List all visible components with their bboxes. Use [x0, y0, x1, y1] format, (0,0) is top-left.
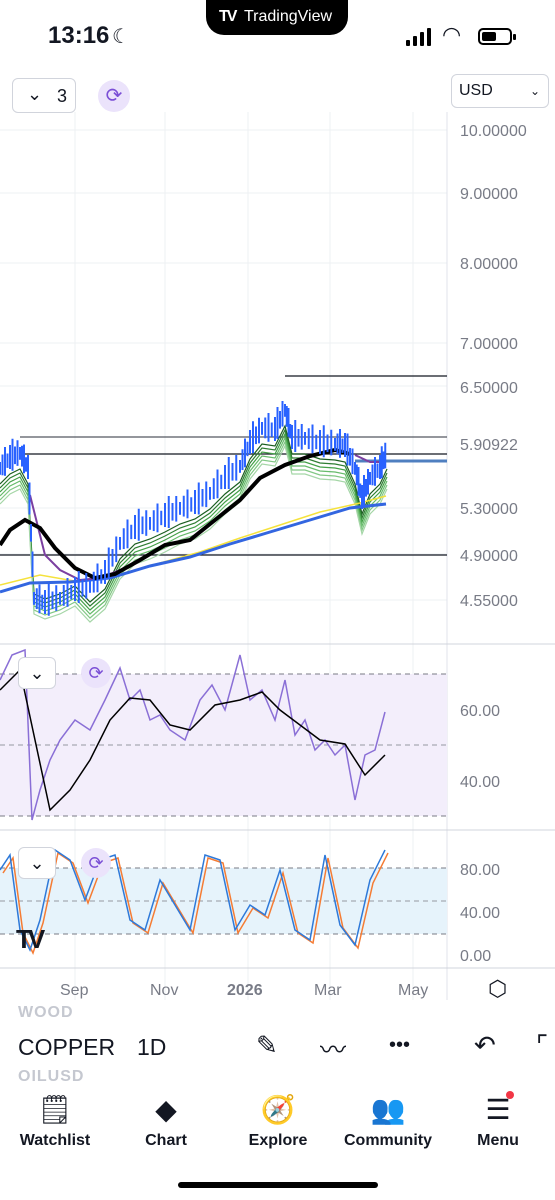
ema-ribbon-line	[0, 428, 388, 607]
sync-icon[interactable]: ⟳	[81, 848, 111, 878]
battery-icon	[478, 28, 516, 45]
price-scale: 10.00000 9.00000 8.00000 7.00000 6.50000 5.90…	[460, 123, 527, 610]
status-bar: 13:16 ☾ TV TradingView ◠	[0, 0, 555, 72]
stoch-k-line	[0, 848, 386, 952]
rsi-ma-line	[0, 668, 386, 812]
tab-community[interactable]: 👥 Community	[340, 1092, 436, 1150]
chart-area[interactable]: 10.00000 9.00000 8.00000 7.00000 6.50000 5.90…	[0, 112, 555, 1008]
rsi-scale: 60.00 40.00	[460, 703, 500, 791]
chevron-down-icon: ⌄	[29, 663, 45, 683]
currency-value: USD	[459, 82, 493, 99]
price-scale-label: 5.90922	[460, 437, 518, 454]
price-scale-label: 7.00000	[460, 336, 518, 353]
notification-dot	[506, 1091, 514, 1099]
tab-label: Watchlist	[19, 1132, 91, 1149]
moon-icon: ☾	[112, 26, 130, 48]
ema-ribbon-line	[0, 432, 388, 611]
rsi-scale-label: 40.00	[460, 774, 500, 791]
chart-settings-icon[interactable]: ⬡	[488, 976, 508, 1001]
fullscreen-icon[interactable]: ⌜	[536, 1030, 549, 1060]
chevron-down-icon: ⌄	[529, 84, 540, 98]
bottom-tab-bar: 🗒 Watchlist ◆ Chart 🧭 Explore 👥 Communit…	[0, 1088, 555, 1200]
tab-label: Community	[344, 1132, 432, 1149]
ema-ribbon-line	[0, 424, 388, 603]
indicators-icon[interactable]: 〰	[320, 1035, 347, 1065]
stoch-pane-collapse-button[interactable]: ⌄	[18, 847, 56, 879]
sync-icon[interactable]: ⟳	[81, 658, 111, 688]
status-time: 13:16	[48, 22, 110, 49]
stoch-scale: 80.00 40.00 0.00	[460, 862, 500, 965]
price-scale-label: 4.90000	[460, 548, 518, 565]
undo-icon[interactable]: ↶	[474, 1030, 496, 1060]
price-scale-label: 10.00000	[460, 123, 527, 140]
tab-chart[interactable]: ◆ Chart	[128, 1092, 204, 1150]
ma-yellow-line	[0, 495, 387, 586]
price-bars	[0, 401, 387, 616]
symbol-name[interactable]: COPPER	[18, 1034, 116, 1060]
time-axis-label: Nov	[150, 982, 178, 999]
layout-count: 3	[57, 86, 68, 106]
price-scale-label: 8.00000	[460, 256, 518, 273]
ma-long-line	[0, 502, 387, 594]
cellular-signal-icon	[406, 28, 432, 46]
watchlist-next-symbol[interactable]: OILUSD	[18, 1068, 85, 1085]
compass-icon: 🧭	[260, 1094, 296, 1125]
tab-label: Menu	[477, 1132, 519, 1149]
price-scale-label: 4.55000	[460, 593, 518, 610]
chart-icon: ◆	[155, 1094, 177, 1125]
layout-selector-button[interactable]: ⌄ 3	[12, 78, 76, 113]
ema-ribbon-line	[0, 436, 388, 615]
draw-tool-icon[interactable]: ✎	[256, 1030, 278, 1060]
trend-step-line	[0, 447, 351, 581]
app-badge-text: TradingView	[244, 8, 333, 25]
rsi-line	[0, 648, 386, 821]
stoch-scale-label: 80.00	[460, 862, 500, 879]
grid	[0, 112, 447, 1000]
ma-purple-line	[29, 454, 386, 582]
chevron-down-icon: ⌄	[27, 84, 43, 104]
price-scale-label: 6.50000	[460, 380, 518, 397]
price-scale-label: 9.00000	[460, 186, 518, 203]
time-axis-label: May	[398, 982, 428, 999]
stoch-scale-label: 0.00	[460, 948, 491, 965]
watchlist-icon: 🗒	[37, 1094, 73, 1125]
tab-label: Chart	[145, 1132, 187, 1149]
community-icon: 👥	[370, 1094, 406, 1125]
rsi-scale-label: 60.00	[460, 703, 500, 720]
wifi-icon: ◠	[442, 22, 462, 47]
tab-menu[interactable]: ☰ Menu	[466, 1092, 530, 1150]
ema-ribbon	[0, 424, 388, 623]
time-axis-label: 2026	[227, 982, 263, 999]
stoch-d-line	[2, 851, 389, 955]
tradingview-logo-icon: TV	[219, 8, 238, 25]
time-axis-label: Sep	[60, 982, 89, 999]
ema-ribbon-line	[0, 444, 388, 623]
tradingview-badge: TV TradingView	[206, 0, 348, 35]
price-scale-label: 5.30000	[460, 501, 518, 518]
rsi-pane-collapse-button[interactable]: ⌄	[18, 657, 56, 689]
sync-icon[interactable]: ⟳	[98, 80, 130, 112]
tab-explore[interactable]: 🧭 Explore	[238, 1092, 318, 1150]
tab-watchlist[interactable]: 🗒 Watchlist	[14, 1092, 96, 1150]
more-options-icon[interactable]: •••	[389, 1034, 411, 1056]
currency-selector[interactable]: USD ⌄	[451, 74, 549, 108]
tradingview-logo-icon: TV	[16, 924, 45, 954]
ema-ribbon-line	[0, 440, 388, 619]
menu-icon: ☰	[485, 1094, 511, 1125]
interval-selector[interactable]: 1D	[137, 1034, 167, 1060]
watchlist-prev-symbol[interactable]: WOOD	[18, 1004, 74, 1021]
chevron-down-icon: ⌄	[29, 853, 45, 873]
time-axis-label: Mar	[314, 982, 342, 999]
symbol-bar: WOOD COPPER 1D OILUSD ✎ 〰 ••• ↶ ⌜	[0, 1004, 555, 1088]
home-indicator	[178, 1182, 378, 1188]
tab-label: Explore	[248, 1132, 308, 1149]
time-axis: Sep Nov 2026 Mar May	[60, 982, 428, 999]
stoch-scale-label: 40.00	[460, 905, 500, 922]
